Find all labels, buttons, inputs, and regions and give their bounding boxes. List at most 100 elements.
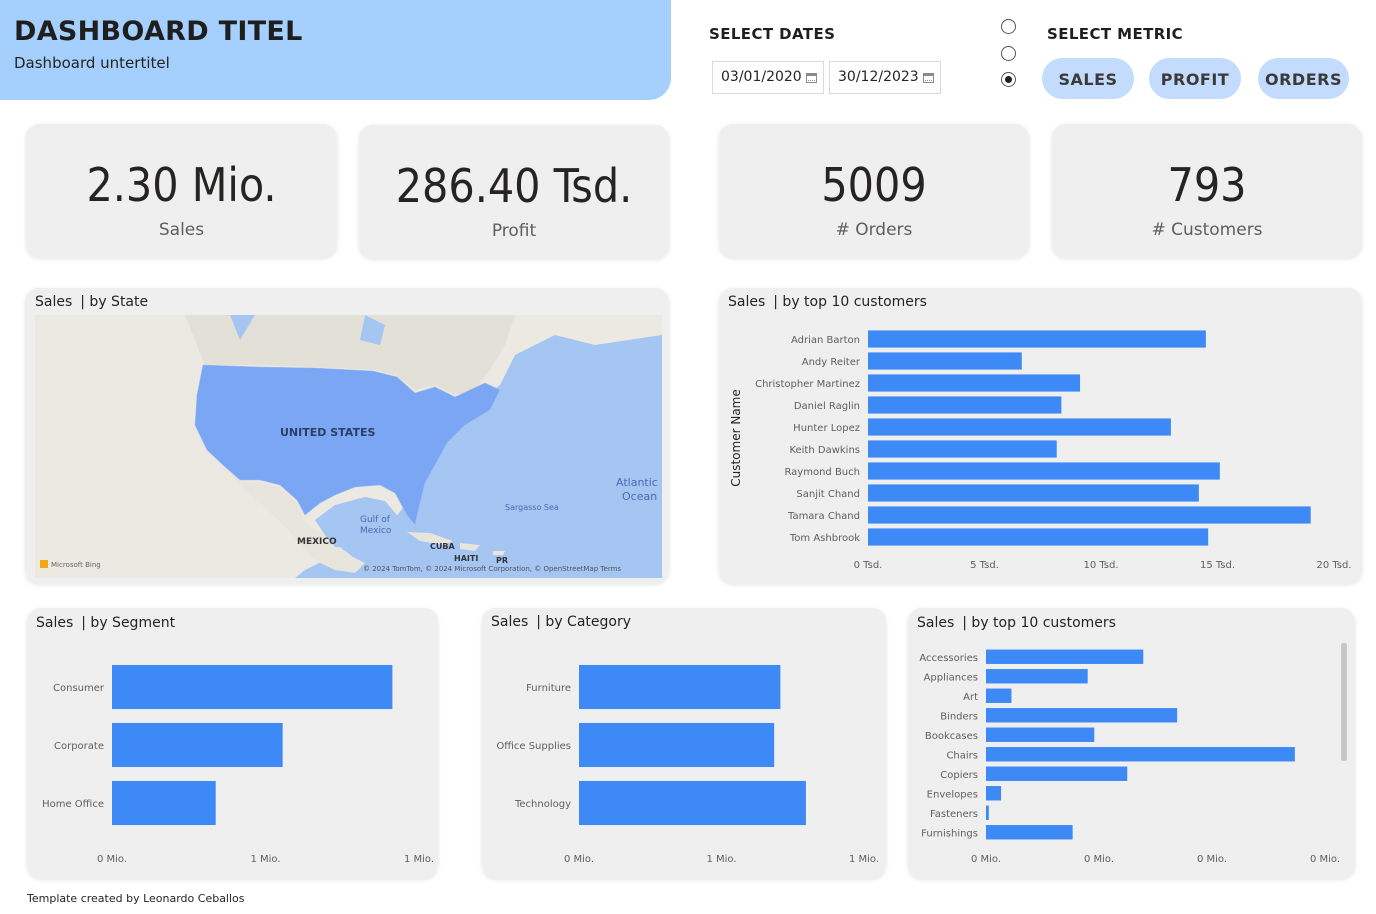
bar[interactable]: [868, 396, 1062, 414]
x-tick-label: 5 Tsd.: [970, 560, 999, 571]
map-title-main: Sales: [35, 294, 73, 310]
bar[interactable]: [579, 780, 806, 826]
chart-title: Sales | by Category: [491, 614, 631, 630]
category-label: Home Office: [42, 799, 104, 810]
bar[interactable]: [579, 664, 781, 710]
chart-title: Sales | by top 10 customers: [728, 294, 927, 310]
metric-radio-2[interactable]: [1001, 46, 1016, 61]
x-tick-label: 1 Mio.: [404, 854, 434, 865]
calendar-icon[interactable]: [806, 73, 817, 83]
header-banner: DASHBOARD TITEL Dashboard untertitel: [0, 0, 671, 100]
bar[interactable]: [986, 786, 1002, 801]
category-bar-chart[interactable]: Furniture Office Supplies Technology 0 Mio.…: [482, 640, 886, 876]
category-label: Corporate: [54, 741, 104, 752]
subcategory-bar-chart[interactable]: Accessories Appliances Art Binders Bookcases…: [908, 640, 1355, 876]
map-title: Sales | by State: [35, 294, 148, 310]
sales-metric-button[interactable]: SALES: [1042, 58, 1134, 99]
chart-title-main: Sales: [36, 615, 74, 631]
bar[interactable]: [986, 727, 1095, 742]
category-label: Adrian Barton: [791, 335, 860, 346]
category-label: Envelopes: [927, 789, 978, 800]
map-title-sub: | by State: [80, 294, 149, 310]
bar[interactable]: [986, 766, 1128, 781]
bar[interactable]: [986, 649, 1144, 664]
kpi-card-customers: 793 # Customers: [1052, 124, 1362, 258]
map-attribution[interactable]: © 2024 TomTom, © 2024 Microsoft Corporat…: [363, 565, 621, 573]
start-date-input[interactable]: 03/01/2020: [712, 61, 824, 94]
bar[interactable]: [868, 330, 1206, 348]
bar[interactable]: [868, 374, 1081, 392]
category-label: Furnishings: [921, 828, 978, 839]
bar[interactable]: [112, 664, 393, 710]
dashboard-subtitle: Dashboard untertitel: [14, 54, 170, 72]
category-label: Tamara Chand: [787, 511, 860, 522]
bar[interactable]: [986, 708, 1178, 723]
bar[interactable]: [986, 805, 989, 820]
bar[interactable]: [986, 688, 1012, 703]
bar[interactable]: [986, 825, 1073, 840]
bing-logo-icon: [40, 560, 48, 568]
kpi-value: 5009: [821, 158, 927, 212]
start-date-value: 03/01/2020: [721, 69, 802, 85]
profit-metric-button[interactable]: PROFIT: [1149, 58, 1241, 99]
category-label: Office Supplies: [496, 741, 571, 752]
category-label: Tom Ashbrook: [789, 533, 860, 544]
x-tick-label: 1 Mio.: [250, 854, 280, 865]
category-label: Art: [963, 692, 978, 703]
bing-logo-text: Microsoft Bing: [51, 561, 101, 569]
kpi-label: # Customers: [1151, 220, 1263, 240]
x-tick-label: 0 Mio.: [1084, 854, 1114, 865]
category-label: Daniel Raglin: [794, 401, 860, 412]
orders-metric-button[interactable]: ORDERS: [1258, 58, 1349, 99]
bar[interactable]: [868, 440, 1057, 458]
category-label: Sanjit Chand: [796, 489, 860, 500]
bar[interactable]: [986, 669, 1088, 684]
map-label-pr: PR: [496, 556, 508, 565]
bar[interactable]: [868, 418, 1171, 436]
footer-credit: Template created by Leonardo Ceballos: [27, 892, 245, 905]
x-tick-label: 0 Mio.: [1310, 854, 1340, 865]
category-label: Consumer: [53, 683, 105, 694]
metric-radio-3[interactable]: [1001, 72, 1016, 87]
bar[interactable]: [112, 722, 283, 768]
segment-bar-chart[interactable]: Consumer Corporate Home Office 0 Mio. 1 Mio.…: [27, 640, 438, 876]
category-label: Binders: [940, 711, 978, 722]
kpi-value: 2.30 Mio.: [86, 158, 277, 212]
map-label-ocean: Ocean: [622, 490, 657, 503]
calendar-icon[interactable]: [923, 73, 934, 83]
chart-title-main: Sales: [491, 614, 529, 630]
chart-scrollbar[interactable]: [1341, 643, 1347, 761]
bar[interactable]: [868, 462, 1220, 480]
map-label-gulf-1: Gulf of: [360, 515, 391, 525]
kpi-value: 793: [1167, 158, 1247, 212]
bar[interactable]: [868, 484, 1199, 502]
bar[interactable]: [868, 506, 1311, 524]
bar[interactable]: [579, 722, 775, 768]
category-label: Accessories: [919, 653, 978, 664]
kpi-label: Profit: [491, 221, 537, 241]
select-dates-label: SELECT DATES: [709, 25, 836, 43]
select-metric-label: SELECT METRIC: [1047, 25, 1184, 43]
x-tick-label: 1 Mio.: [849, 854, 879, 865]
y-axis-label: Customer Name: [729, 389, 743, 487]
x-tick-label: 1 Mio.: [706, 854, 736, 865]
chart-title-main: Sales: [917, 615, 955, 631]
bar[interactable]: [868, 528, 1209, 546]
sales-by-state-map[interactable]: UNITED STATES Atlantic Ocean Gulf of Mex…: [35, 315, 662, 578]
kpi-card-sales: 2.30 Mio. Sales: [26, 124, 337, 258]
metric-radio-1[interactable]: [1001, 19, 1016, 34]
map-label-haiti: HAITI: [454, 554, 478, 563]
bar[interactable]: [112, 780, 216, 826]
category-label: Fasteners: [930, 809, 978, 820]
bar[interactable]: [868, 352, 1022, 370]
map-label-mexico: MEXICO: [297, 537, 337, 547]
bar[interactable]: [986, 747, 1295, 762]
x-tick-label: 20 Tsd.: [1316, 560, 1351, 571]
chart-title: Sales | by Segment: [36, 615, 175, 631]
category-label: Appliances: [924, 672, 978, 683]
kpi-card-profit: 286.40 Tsd. Profit: [359, 125, 669, 259]
end-date-input[interactable]: 30/12/2023: [829, 61, 941, 94]
top-customers-bar-chart[interactable]: Adrian Barton Andy Reiter Christopher Mart…: [719, 320, 1362, 582]
category-label: Keith Dawkins: [789, 445, 860, 456]
map-label-atlantic: Atlantic: [616, 476, 658, 489]
